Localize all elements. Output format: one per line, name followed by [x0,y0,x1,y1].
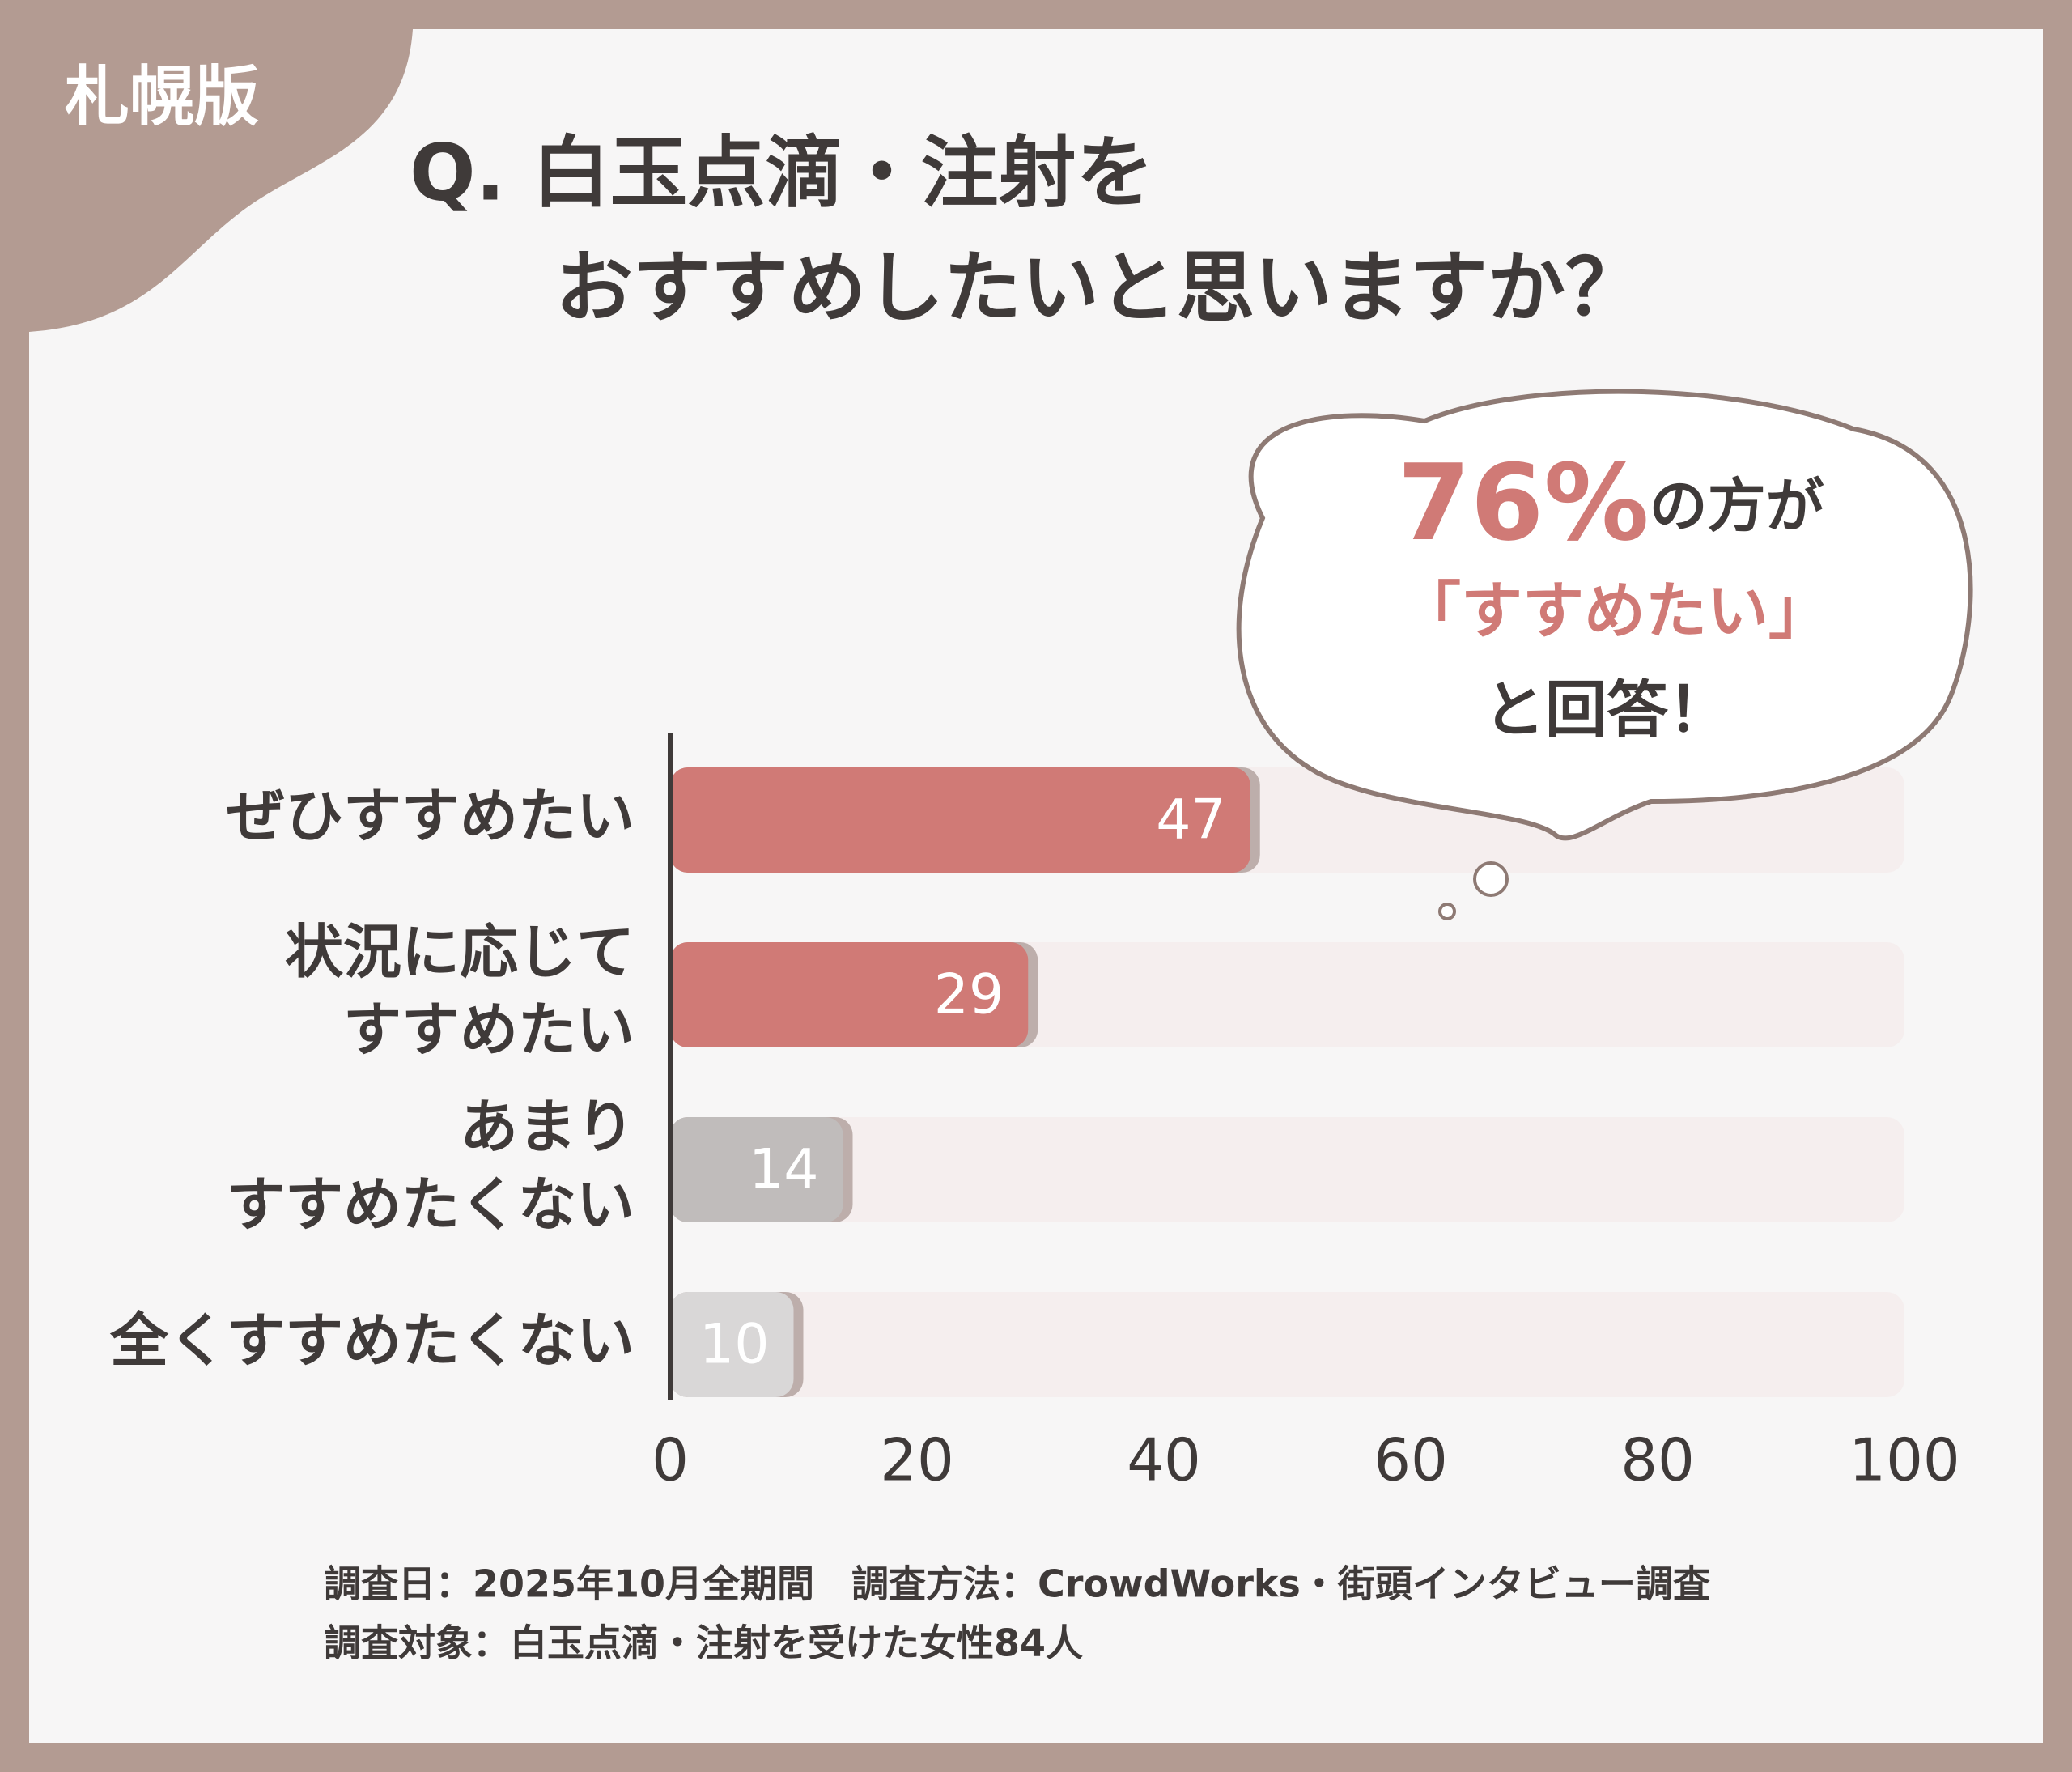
callout-line: 「すすめたい」 [1399,575,1830,647]
panel [29,29,2043,1743]
x-tick-label: 40 [1127,1426,1201,1494]
bar-track [670,1292,1904,1397]
category-line: すすめたい [343,996,635,1064]
category-label: あまりすすめたくない [227,1093,635,1239]
value-label: 10 [699,1313,770,1377]
x-tick-label: 100 [1849,1426,1959,1494]
bubble-dot [1473,861,1509,897]
bar-track [670,1117,1904,1222]
callout-head: 76%の方が [1397,441,1824,564]
value-label: 29 [934,963,1004,1027]
title-line: Q. 白玉点滴・注射を [410,127,1154,218]
category-label: ぜひすすめたい [227,782,635,850]
bubble-dot [1438,903,1456,920]
callout-line: と回答！ [1484,674,1730,746]
bar [670,942,1029,1047]
title-line: おすすめしたいと思いますか？ [555,242,1643,333]
x-tick-label: 0 [652,1426,689,1494]
category-line: ぜひすすめたい [227,782,635,850]
footnote: 調査対象：白玉点滴・注射を受けた女性84人 [324,1621,1083,1665]
category-line: すすめたくない [227,1171,635,1239]
category-line: 全くすすめたくない [109,1307,635,1375]
value-label: 14 [749,1138,819,1202]
value-label: 47 [1156,788,1226,852]
category-label: 状況に応じてすすめたい [285,918,635,1064]
x-tick-label: 60 [1374,1426,1448,1494]
category-label: 全くすすめたくない [109,1307,635,1375]
badge-text: 札幌版 [65,59,259,134]
badge-shape [29,29,413,332]
category-line: あまり [460,1093,635,1161]
bar [670,1117,843,1222]
category-line: 状況に応じて [285,918,635,986]
callout-bubble [1236,389,1973,841]
callout-after: の方が [1650,472,1824,540]
bar [670,1292,794,1397]
x-tick-label: 20 [880,1426,954,1494]
footnote: 調査日：2025年10月全期間 調査方法：CrowdWorks・街頭インタビュー… [324,1562,1710,1606]
callout-highlight: 76% [1397,441,1649,564]
bar [670,767,1250,873]
x-tick-label: 80 [1620,1426,1695,1494]
